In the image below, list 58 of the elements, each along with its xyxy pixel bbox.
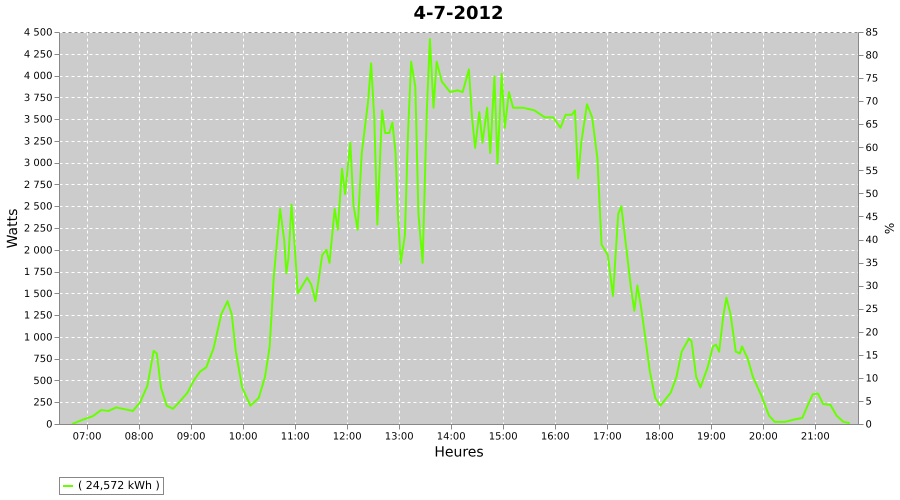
y2-tick-label: 0 bbox=[866, 420, 872, 430]
y2-tick-label: 30 bbox=[866, 281, 878, 292]
y2-tick-label: 55 bbox=[866, 166, 878, 177]
y2-tick-label: 5 bbox=[866, 396, 872, 408]
y-tick-label: 2 500 bbox=[24, 202, 52, 213]
x-tick-label: 10:00 bbox=[228, 432, 258, 442]
y2-tick-label: 20 bbox=[866, 327, 878, 338]
y2-tick-label: 15 bbox=[866, 350, 878, 362]
y2-tick-label: 75 bbox=[866, 74, 878, 85]
x-tick-label: 21:00 bbox=[800, 432, 830, 442]
legend-label: ( 24,572 kWh ) bbox=[78, 479, 160, 492]
y-tick-label: 4 250 bbox=[24, 49, 52, 60]
y-tick-label: 2 250 bbox=[24, 224, 52, 234]
y-tick-label: 3 000 bbox=[24, 158, 52, 170]
y-tick-label: 1 500 bbox=[24, 288, 52, 300]
y-tick-label: 4 000 bbox=[24, 71, 52, 82]
y2-tick-label: 70 bbox=[866, 96, 878, 108]
x-tick-label: 18:00 bbox=[644, 432, 674, 442]
y2-axis-title: % bbox=[882, 222, 896, 234]
y-tick-label: 500 bbox=[33, 376, 52, 387]
x-tick-label: 08:00 bbox=[124, 432, 154, 442]
y-tick-label: 750 bbox=[33, 354, 52, 366]
y2-tick-label: 85 bbox=[866, 28, 878, 38]
y2-tick-label: 50 bbox=[866, 188, 878, 200]
y-tick-label: 3 750 bbox=[24, 92, 52, 104]
y2-tick-label: 45 bbox=[866, 212, 878, 223]
x-tick-label: 20:00 bbox=[748, 432, 778, 442]
y-tick-label: 1 000 bbox=[24, 332, 52, 344]
line-series bbox=[71, 38, 851, 424]
y-tick-label: 1 250 bbox=[24, 310, 52, 322]
x-tick-label: 09:00 bbox=[176, 432, 206, 442]
y-tick-label: 4 500 bbox=[24, 28, 52, 38]
x-tick-label: 13:00 bbox=[384, 432, 414, 442]
y2-tick-label: 25 bbox=[866, 304, 878, 316]
x-tick-label: 16:00 bbox=[540, 432, 570, 442]
y-tick-label: 250 bbox=[33, 398, 52, 409]
x-tick-label: 12:00 bbox=[332, 432, 362, 442]
y2-tick-label: 80 bbox=[866, 50, 878, 62]
y2-tick-label: 10 bbox=[866, 373, 878, 384]
y-tick-label: 3 500 bbox=[24, 114, 52, 126]
y-tick-label: 0 bbox=[46, 420, 52, 430]
x-tick-label: 19:00 bbox=[696, 432, 726, 442]
x-tick-label: 15:00 bbox=[488, 432, 518, 442]
y2-tick-label: 65 bbox=[866, 120, 878, 131]
y-tick-label: 2 000 bbox=[24, 245, 52, 256]
y-tick-label: 3 250 bbox=[24, 136, 52, 148]
chart-title: 4-7-2012 bbox=[413, 3, 504, 24]
x-tick-label: 14:00 bbox=[436, 432, 466, 442]
x-tick-label: 17:00 bbox=[592, 432, 622, 442]
y-axis-title: Watts bbox=[4, 208, 21, 248]
x-axis-title: Heures bbox=[434, 444, 484, 460]
x-tick-label: 07:00 bbox=[72, 432, 102, 442]
y2-tick-label: 40 bbox=[866, 235, 878, 246]
y2-tick-label: 60 bbox=[866, 142, 878, 154]
y2-tick-label: 35 bbox=[866, 258, 878, 270]
y-tick-label: 1 750 bbox=[24, 267, 52, 278]
y-tick-label: 2 750 bbox=[24, 180, 52, 191]
x-tick-label: 11:00 bbox=[280, 432, 310, 442]
